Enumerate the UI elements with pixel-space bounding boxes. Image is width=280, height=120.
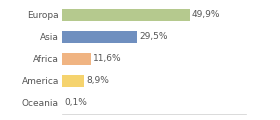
- Bar: [62, 75, 85, 87]
- Text: 11,6%: 11,6%: [94, 54, 122, 63]
- Bar: [62, 9, 190, 21]
- Bar: [62, 53, 91, 65]
- Text: 0,1%: 0,1%: [64, 98, 87, 108]
- Text: 49,9%: 49,9%: [192, 10, 220, 19]
- Text: 8,9%: 8,9%: [87, 76, 109, 85]
- Bar: [62, 31, 137, 43]
- Text: 29,5%: 29,5%: [139, 32, 168, 41]
